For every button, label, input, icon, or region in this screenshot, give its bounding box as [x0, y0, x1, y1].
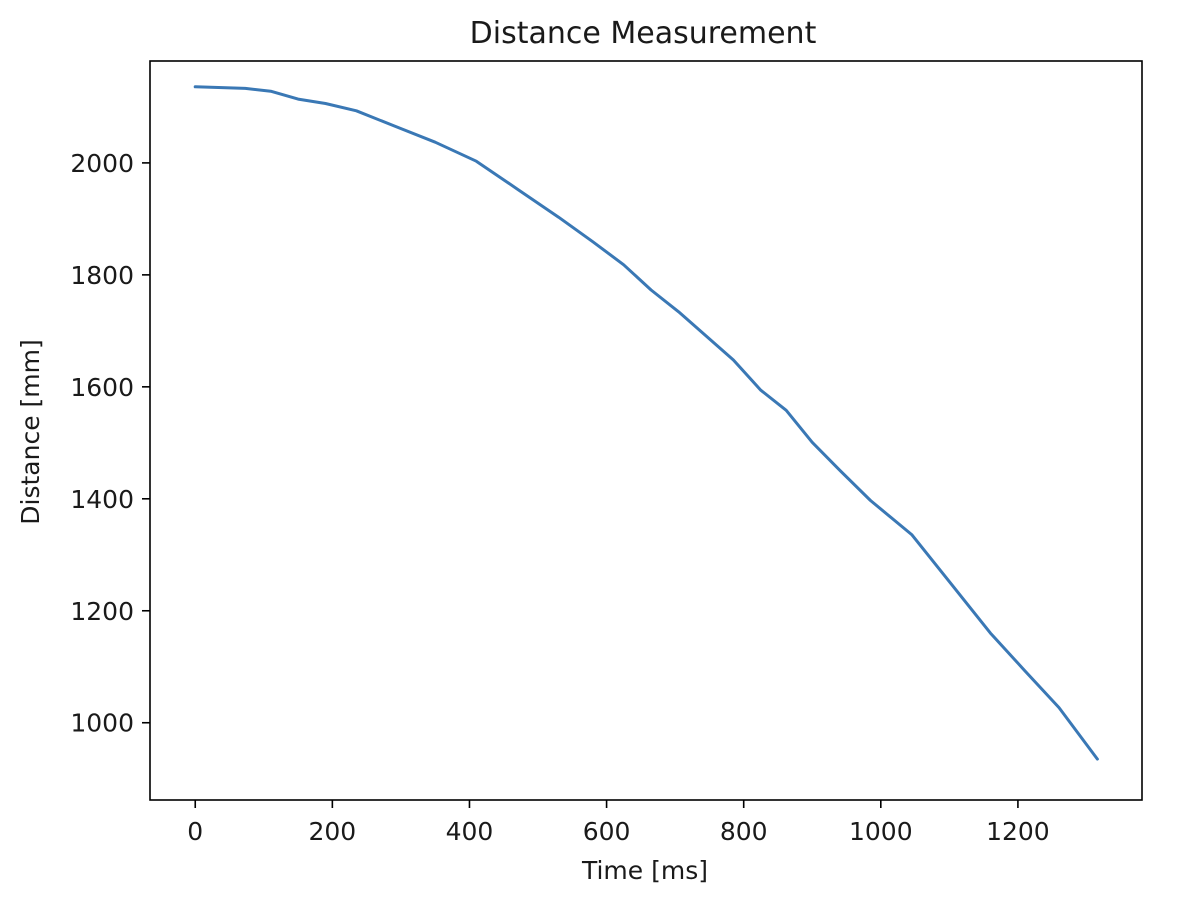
- y-tick-label: 1800: [70, 261, 134, 290]
- x-tick-label: 200: [308, 817, 356, 846]
- y-tick-label: 2000: [70, 149, 134, 178]
- x-tick-label: 0: [187, 817, 203, 846]
- series-line-distance: [193, 85, 1099, 761]
- plot-area-frame: [149, 60, 1143, 801]
- x-tick-label: 800: [720, 817, 768, 846]
- x-tick-label: 1000: [849, 817, 913, 846]
- y-axis-label: Distance [mm]: [16, 339, 45, 524]
- series-points: [195, 86, 1098, 760]
- y-tick-label: 1400: [70, 485, 134, 514]
- x-tick-label: 1200: [986, 817, 1050, 846]
- y-axis-ticks: 1000 1200 1400 1600 1800 2000: [70, 149, 150, 738]
- x-axis-ticks: 0 200 400 600 800 1000 1200: [187, 800, 1050, 846]
- chart-title: Distance Measurement: [470, 16, 817, 51]
- y-tick-label: 1600: [70, 373, 134, 402]
- x-tick-label: 600: [583, 817, 631, 846]
- y-tick-label: 1000: [70, 709, 134, 738]
- x-tick-label: 400: [446, 817, 494, 846]
- x-axis-label: Time [ms]: [581, 856, 708, 885]
- y-tick-label: 1200: [70, 597, 134, 626]
